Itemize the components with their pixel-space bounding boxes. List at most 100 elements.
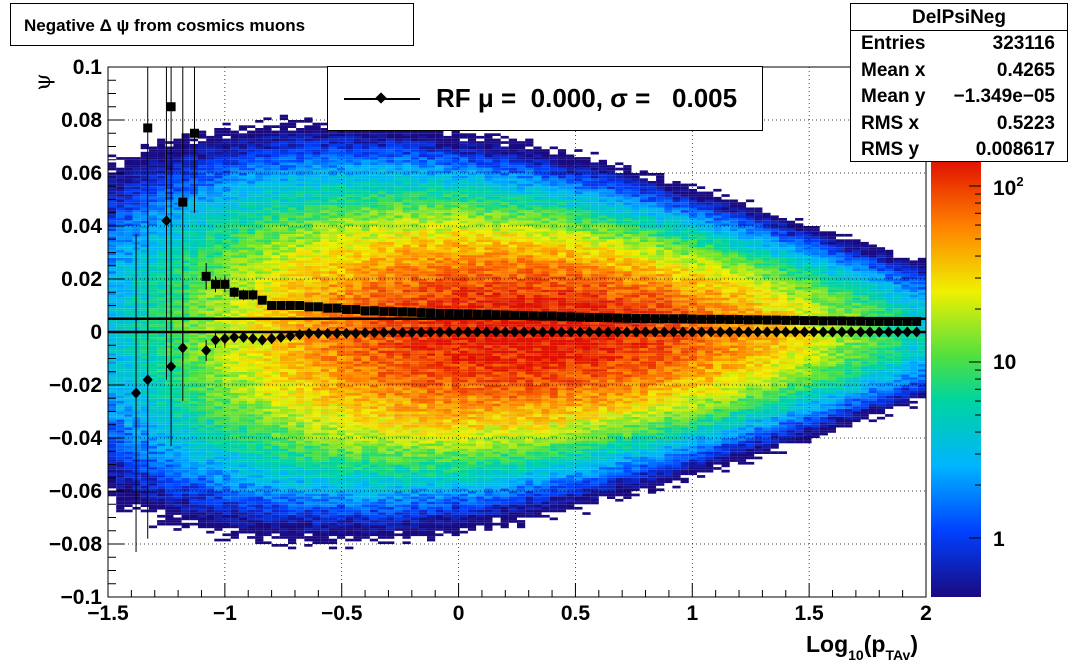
heatmap-cell (369, 178, 378, 181)
heatmap-cell (173, 366, 182, 370)
heatmap-cell (157, 414, 166, 417)
heatmap-cell (353, 477, 362, 481)
heatmap-cell (148, 178, 158, 181)
heatmap-cell (312, 165, 321, 168)
heatmap-cell (320, 236, 329, 240)
heatmap-cell (312, 122, 321, 126)
heatmap-cell (247, 194, 256, 197)
heatmap-cell (296, 223, 305, 226)
heatmap-cell (312, 215, 321, 219)
heatmap-cell (271, 181, 280, 184)
heatmap-cell (206, 223, 215, 226)
heatmap-cell (304, 249, 313, 253)
heatmap-cell (255, 236, 264, 240)
heatmap-cell (132, 292, 141, 295)
heatmap-cell (312, 143, 321, 147)
heatmap-cell (222, 408, 231, 412)
heatmap-cell (247, 382, 256, 386)
heatmap-cell (255, 281, 264, 285)
heatmap-cell (304, 120, 313, 123)
heatmap-cell (157, 231, 166, 234)
heatmap-cell (304, 287, 313, 290)
heatmap-cell (247, 271, 256, 274)
heatmap-cell (279, 467, 288, 470)
heatmap-cell (320, 520, 329, 523)
heatmap-cell (369, 236, 378, 240)
heatmap-cell (271, 475, 280, 478)
heatmap-cell (345, 451, 354, 454)
heatmap-cell (288, 255, 297, 258)
heatmap-cell (320, 355, 329, 359)
heatmap-cell (271, 326, 280, 330)
heatmap-cell (132, 459, 141, 462)
heatmap-cell (345, 300, 354, 303)
heatmap-cell (255, 541, 264, 545)
heatmap-cell (337, 369, 346, 372)
heatmap-cell (304, 239, 313, 242)
heatmap-cell (157, 498, 166, 502)
heatmap-cell (148, 406, 158, 409)
heatmap-cell (361, 210, 370, 213)
heatmap-cell (132, 284, 141, 287)
heatmap-cell (279, 233, 288, 237)
heatmap-cell (189, 398, 198, 401)
heatmap-cell (288, 517, 297, 521)
heatmap-cell (148, 175, 158, 179)
heatmap-cell (312, 496, 321, 499)
heatmap-cell (238, 233, 248, 237)
heatmap-cell (296, 456, 305, 460)
heatmap-cell (132, 472, 141, 476)
heatmap-cell (132, 345, 141, 348)
heatmap-cell (214, 475, 223, 478)
heatmap-cell (320, 382, 329, 386)
heatmap-cell (263, 533, 272, 537)
heatmap-cell (124, 247, 133, 250)
heatmap-cell (279, 451, 288, 454)
heatmap-cell (116, 284, 125, 287)
heatmap-cell (271, 469, 280, 473)
heatmap-cell (361, 493, 370, 497)
heatmap-cell (288, 154, 297, 158)
heatmap-cell (296, 480, 305, 484)
heatmap-cell (345, 173, 354, 176)
heatmap-cell (116, 287, 125, 290)
heatmap-cell (148, 188, 158, 192)
heatmap-cell (279, 374, 288, 378)
heatmap-cell (288, 178, 297, 181)
heatmap-cell (148, 302, 158, 306)
heatmap-cell (271, 239, 280, 242)
heatmap-cell (222, 149, 231, 152)
heatmap-cell (108, 249, 117, 253)
heatmap-cell (263, 157, 272, 160)
heatmap-cell (353, 196, 362, 200)
heatmap-cell (238, 453, 248, 457)
heatmap-cell (230, 308, 239, 311)
heatmap-cell (222, 419, 231, 423)
heatmap-cell (198, 424, 207, 428)
heatmap-cell (222, 443, 231, 446)
heatmap-cell (320, 506, 329, 510)
heatmap-cell (320, 138, 329, 142)
heatmap-cell (189, 167, 198, 171)
heatmap-cell (165, 491, 174, 494)
heatmap-cell (238, 284, 248, 287)
heatmap-cell (263, 512, 272, 515)
heatmap-cell (157, 138, 166, 142)
heatmap-cell (124, 332, 133, 335)
heatmap-cell (263, 236, 272, 240)
heatmap-cell (255, 308, 264, 311)
heatmap-cell (230, 536, 239, 539)
heatmap-cell (140, 151, 149, 155)
heatmap-cell (165, 398, 174, 401)
heatmap-cell (296, 408, 305, 412)
heatmap-cell (337, 491, 346, 494)
heatmap-cell (271, 228, 280, 232)
heatmap-cell (198, 509, 207, 513)
heatmap-cell (271, 284, 280, 287)
heatmap-cell (238, 318, 248, 322)
heatmap-cell (124, 220, 133, 224)
heatmap-cell (181, 228, 190, 232)
heatmap-cell (206, 419, 215, 423)
heatmap-cell (361, 446, 370, 449)
heatmap-cell (312, 533, 321, 537)
